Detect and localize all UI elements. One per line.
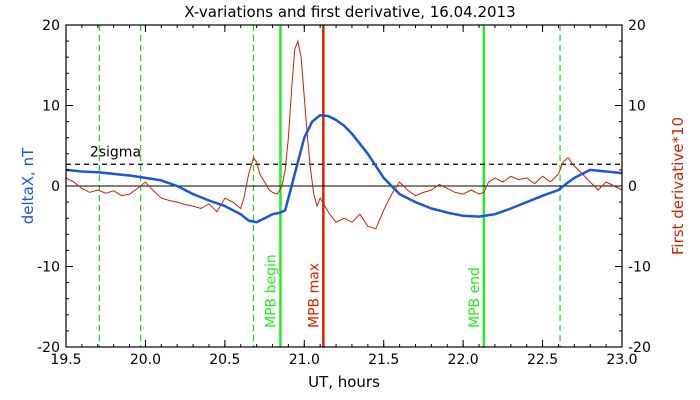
right-y-tick-label: 20 [628, 18, 646, 34]
x-tick-label: 21.0 [289, 352, 320, 368]
chart-title: X-variations and first derivative, 16.04… [184, 3, 515, 21]
right-y-axis-label: First derivative*10 [669, 117, 687, 255]
derivative-line [65, 39, 623, 230]
left-y-tick-label: 0 [51, 179, 60, 195]
right-y-tick-label: -10 [628, 260, 651, 276]
reference-lines [66, 163, 622, 187]
left-y-axis-label: deltaX, nT [19, 147, 37, 224]
mpb-end-label: MPB end [467, 267, 483, 328]
x-axis-label: UT, hours [308, 373, 380, 391]
series-lines [65, 39, 623, 230]
sigma-label: 2sigma [90, 144, 141, 160]
mpb-labels: MPB begin MPB max MPB end [263, 254, 482, 328]
x-tick-label: 22.0 [448, 352, 479, 368]
mpb-begin-label: MPB begin [263, 254, 279, 328]
mpb-max-label: MPB max [306, 263, 322, 328]
plot-area [65, 25, 623, 347]
right-y-tick-label: 10 [628, 99, 646, 115]
x-tick-label: 21.5 [368, 352, 399, 368]
axis-ticks: 19.5 20.0 20.5 21.0 21.5 22.0 22.5 23.0-20 -20-1… [37, 18, 651, 368]
x-tick-label: 22.5 [527, 352, 558, 368]
left-y-tick-label: -20 [37, 340, 60, 356]
deltax-line [65, 113, 623, 224]
left-y-tick-label: 20 [42, 18, 60, 34]
x-tick-label: 20.0 [130, 352, 161, 368]
x-tick-label: 19.5 [50, 352, 81, 368]
left-y-tick-label: -10 [37, 260, 60, 276]
left-y-tick-label: 10 [42, 99, 60, 115]
right-y-tick-label: -20 [628, 340, 651, 356]
right-y-tick-label: 0 [628, 179, 637, 195]
x-tick-label: 20.5 [209, 352, 240, 368]
x-tick-label: 23.0 [606, 352, 637, 368]
